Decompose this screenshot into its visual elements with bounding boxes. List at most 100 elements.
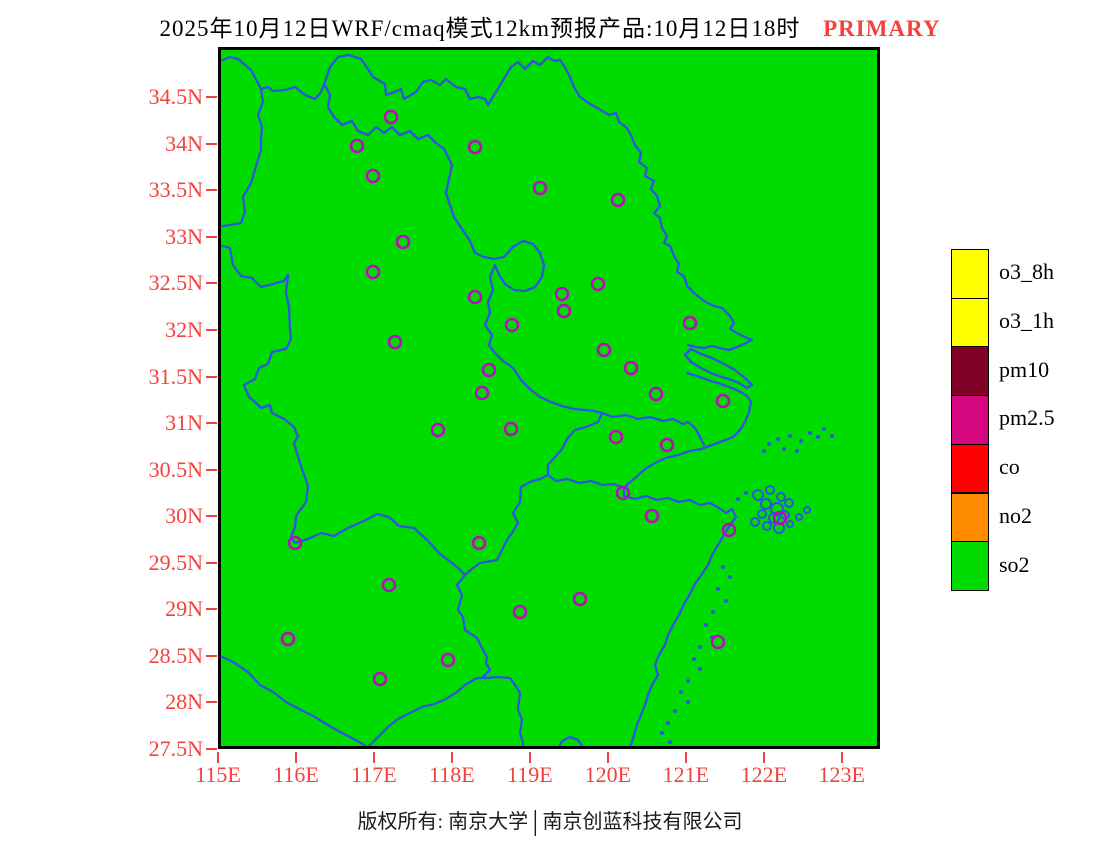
island-dot — [762, 449, 766, 453]
city-station-marker — [556, 303, 572, 319]
island-outline — [757, 509, 767, 519]
legend-swatch-co — [951, 443, 989, 494]
city-station-marker — [532, 180, 548, 196]
city-station-marker — [471, 535, 487, 551]
lon-tick-label: 121E — [662, 762, 710, 787]
city-station-marker — [590, 276, 606, 292]
title-primary-tag: PRIMARY — [823, 16, 941, 41]
lat-tick — [206, 422, 217, 425]
lat-tick — [206, 282, 217, 285]
boundary-jiangxi-zhejiang-border — [364, 676, 489, 749]
legend-label-co: co — [999, 454, 1020, 480]
boundary-southwest-border — [218, 653, 372, 749]
lat-tick-label: 28N — [165, 689, 203, 715]
boundary-jiangsu-anhui-border — [323, 83, 604, 415]
island-outline — [786, 520, 794, 528]
island-dot — [736, 497, 740, 501]
boundary-hubei-border — [218, 243, 310, 545]
island-outline — [765, 485, 775, 495]
city-station-marker — [512, 604, 528, 620]
lat-tick — [206, 142, 217, 145]
island-dot — [686, 679, 690, 683]
island-outline — [750, 517, 760, 527]
lon-tick-label: 123E — [818, 762, 865, 787]
island-dot — [767, 442, 771, 446]
lon-tick — [762, 752, 765, 763]
lon-tick-label: 120E — [584, 762, 632, 787]
legend-swatch-pm2.5 — [951, 395, 989, 445]
lat-tick-label: 30.5N — [148, 456, 203, 482]
lat-tick-label: 30N — [165, 503, 203, 529]
map-svg — [218, 47, 880, 749]
legend-label-pm2.5: pm2.5 — [999, 405, 1055, 431]
lat-tick-label: 29.5N — [148, 549, 203, 575]
island-dot — [822, 427, 826, 431]
lat-tick — [206, 375, 217, 378]
copyright-owner: 版权所有: 南京大学 — [357, 811, 529, 833]
island-dot — [782, 447, 786, 451]
city-station-marker — [387, 334, 403, 350]
lat-tick — [206, 515, 217, 518]
island-dot — [724, 599, 728, 603]
city-station-marker — [430, 422, 446, 438]
lon-tick — [294, 752, 297, 763]
city-station-marker — [474, 385, 490, 401]
city-station-marker — [504, 317, 520, 333]
map-border — [218, 47, 880, 749]
boundary-yangtze-west — [293, 512, 467, 577]
island-outline — [760, 498, 772, 510]
legend-swatch-pm10 — [951, 346, 989, 397]
lon-tick-label: 115E — [195, 762, 241, 787]
island-outline — [795, 513, 803, 521]
lat-tick-label: 28.5N — [148, 642, 203, 668]
lat-tick — [206, 701, 217, 704]
lon-tick-label: 122E — [740, 762, 788, 787]
legend-swatch-o3_8h — [951, 249, 989, 299]
island-dot — [776, 437, 780, 441]
island-dot — [679, 690, 683, 694]
title-text: 2025年10月12日WRF/cmaq模式12km预报产品:10月12日18时 — [159, 16, 801, 41]
city-station-marker — [715, 393, 731, 409]
city-station-marker — [615, 485, 631, 501]
boundary-chongming-island — [683, 347, 754, 390]
lon-tick-label: 117E — [351, 762, 397, 787]
legend-swatch-o3_1h — [951, 297, 989, 348]
lon-tick — [684, 752, 687, 763]
legend-label-no2: no2 — [999, 502, 1032, 528]
lat-tick-label: 34.5N — [148, 84, 203, 110]
lon-tick-label: 116E — [273, 762, 319, 787]
island-dot — [692, 657, 696, 661]
city-station-marker — [467, 289, 483, 305]
legend-label-pm10: pm10 — [999, 356, 1050, 382]
legend-label-o3_1h: o3_1h — [999, 308, 1054, 334]
legend-swatch-no2 — [951, 492, 989, 543]
island-dot — [799, 439, 803, 443]
lon-tick-label: 118E — [429, 762, 475, 787]
pollutant-legend: o3_8h o3_1h pm10 pm2.5 co no2 so2 — [951, 249, 1100, 591]
boundary-jiangsu-zhejiang-border — [600, 411, 706, 447]
city-station-marker — [644, 508, 660, 524]
city-station-marker — [467, 139, 483, 155]
city-station-marker — [440, 652, 456, 668]
lat-tick-label: 27.5N — [148, 736, 203, 761]
legend-label-o3_8h: o3_8h — [999, 259, 1054, 285]
lat-tick — [206, 561, 217, 564]
lat-tick-label: 29N — [165, 596, 203, 622]
island-dot — [788, 434, 792, 438]
lon-tick — [450, 752, 453, 763]
island-dot — [830, 434, 834, 438]
island-dot — [704, 623, 708, 627]
lat-tick — [206, 654, 217, 657]
copyright-company: 南京创蓝科技有限公司 — [542, 811, 743, 833]
city-station-marker — [395, 234, 411, 250]
island-outline — [803, 506, 811, 514]
island-dot — [698, 667, 702, 671]
city-station-marker — [481, 362, 497, 378]
city-station-marker — [721, 522, 737, 538]
city-station-marker — [772, 510, 788, 526]
city-station-marker — [659, 437, 675, 453]
footer-divider: | — [533, 806, 538, 838]
lat-tick — [206, 608, 217, 611]
legend-label-so2: so2 — [999, 551, 1030, 577]
